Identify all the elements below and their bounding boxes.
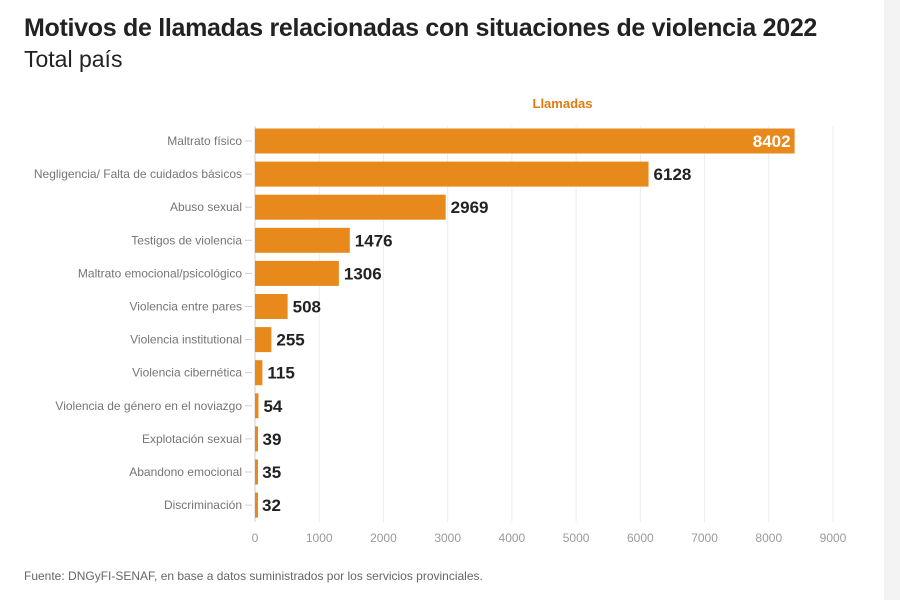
data-label: 8402 [753, 132, 791, 151]
data-label: 255 [276, 331, 304, 350]
bar [255, 459, 258, 485]
x-tick-label: 7000 [691, 531, 718, 545]
category-label: Violencia entre pares [129, 300, 242, 314]
data-label: 6128 [654, 165, 692, 184]
bar [255, 227, 350, 253]
category-label: Abuso sexual [170, 200, 242, 214]
bar [255, 260, 339, 286]
category-label: Violencia de género en el noviazgo [55, 399, 242, 413]
category-label: Violencia cibernética [132, 366, 242, 380]
x-tick-label: 3000 [434, 531, 461, 545]
chart-title: Motivos de llamadas relacionadas con sit… [24, 14, 818, 42]
bar [255, 128, 795, 154]
data-label: 1306 [344, 264, 382, 283]
x-tick-label: 8000 [755, 531, 782, 545]
bar [255, 492, 258, 518]
bar [255, 393, 259, 419]
data-label: 115 [267, 364, 294, 383]
x-tick-label: 9000 [820, 531, 847, 545]
data-label: 35 [262, 463, 281, 482]
category-label: Testigos de violencia [131, 233, 242, 247]
bar [255, 426, 258, 452]
data-label: 2969 [451, 198, 489, 217]
category-label: Violencia institutional [130, 333, 242, 347]
source-note: Fuente: DNGyFI-SENAF, en base a datos su… [24, 569, 483, 583]
x-tick-label: 6000 [627, 531, 654, 545]
chart-subtitle: Total país [24, 46, 123, 72]
x-tick-label: 4000 [499, 531, 526, 545]
bar [255, 294, 288, 319]
bar [255, 360, 263, 386]
x-tick-label: 1000 [306, 531, 333, 545]
category-label: Discriminación [164, 498, 242, 512]
data-label: 1476 [355, 231, 393, 250]
bar [255, 161, 649, 187]
category-label: Explotación sexual [142, 432, 242, 446]
series-title: Llamadas [533, 96, 593, 111]
bar [255, 194, 446, 220]
bar [255, 327, 272, 353]
category-label: Negligencia/ Falta de cuidados básicos [34, 167, 242, 181]
data-label: 39 [263, 430, 282, 449]
data-label: 508 [293, 298, 321, 317]
category-label: Maltrato emocional/psicológico [78, 266, 242, 280]
category-label: Maltrato físico [167, 134, 242, 148]
x-tick-label: 0 [252, 531, 259, 545]
x-tick-label: 2000 [370, 531, 397, 545]
data-label: 32 [262, 496, 281, 515]
data-label: 54 [263, 397, 282, 416]
x-tick-label: 5000 [563, 531, 590, 545]
scrollbar[interactable] [884, 0, 900, 600]
category-label: Abandono emocional [129, 465, 242, 479]
